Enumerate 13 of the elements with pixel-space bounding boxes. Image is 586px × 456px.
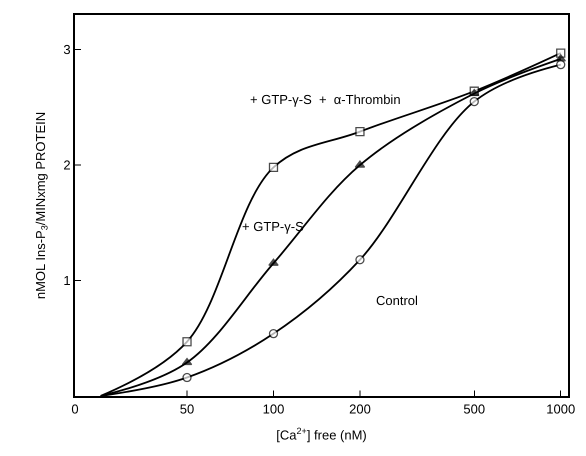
x-tick-label: 200 — [349, 401, 371, 416]
series-label: + GTP-γ-S + α-Thrombin — [250, 92, 401, 107]
x-tick-label: 50 — [180, 401, 194, 416]
x-tick-label: 100 — [262, 401, 284, 416]
text: Control — [376, 293, 418, 308]
x-axis-title: [Ca$^{2+}$] free (nM) — [276, 426, 367, 442]
x-tick-label: 0 — [71, 401, 79, 416]
y-tick-label: 2 — [63, 158, 71, 173]
series-label: + GTP-γ-S — [242, 219, 304, 234]
x-tick-label: 1000 — [546, 401, 576, 416]
x-tick-label: 500 — [463, 401, 486, 416]
y-tick-label: 3 — [63, 42, 71, 58]
y-tick-label: 1 — [63, 273, 71, 288]
